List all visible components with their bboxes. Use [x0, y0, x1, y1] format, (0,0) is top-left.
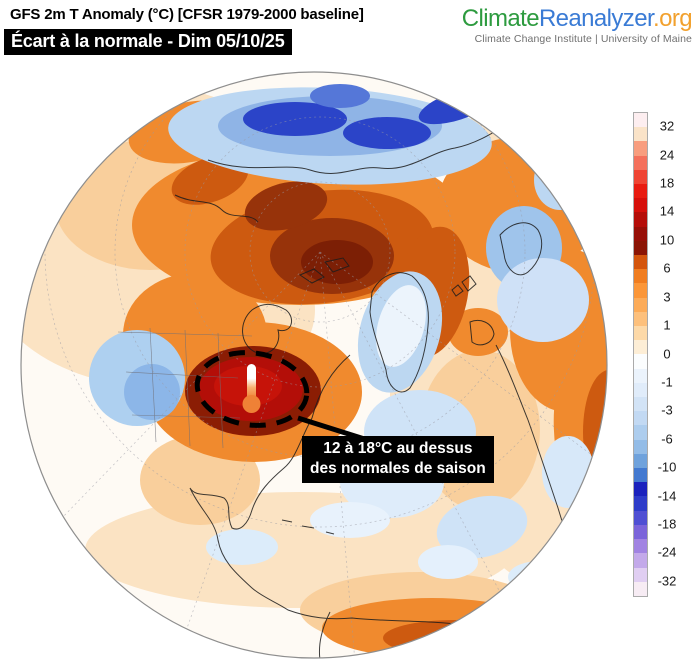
coastlines [174, 117, 577, 658]
globe-outline [20, 71, 608, 659]
colorbar-cell [634, 127, 647, 142]
colorbar-cell [634, 453, 647, 469]
colorbar-scale [633, 112, 648, 597]
colorbar-cell [634, 184, 647, 199]
colorbar-cell [634, 141, 647, 156]
logo-part-climate: Climate [461, 5, 540, 32]
colorbar-cell [634, 212, 647, 227]
colorbar-cell [634, 269, 647, 284]
hotspot-dashed-ellipse [194, 350, 310, 428]
state-borders [117, 327, 253, 449]
colorbar-cell [634, 311, 647, 327]
logo-wordmark[interactable]: ClimateReanalyzer.org [461, 5, 693, 32]
colorbar-cell [634, 255, 647, 270]
colorbar-cell [634, 567, 647, 582]
logo-part-org: .org [653, 5, 693, 32]
colorbar-tick: 18 [659, 175, 675, 191]
colorbar-tick: 14 [659, 203, 675, 219]
colorbar-cell [634, 425, 647, 440]
anomaly-callout: 12 à 18°C au dessus des normales de sais… [302, 436, 494, 484]
colorbar-cell [634, 226, 647, 241]
colorbar-cell [634, 553, 647, 568]
colorbar-cell [634, 326, 647, 341]
callout-line1: 12 à 18°C au dessus [323, 440, 473, 457]
colorbar-cell [634, 524, 647, 540]
colorbar-tick: -1 [661, 374, 673, 390]
logo-tagline: Climate Change Institute | University of… [474, 33, 692, 46]
colorbar-cell [634, 382, 647, 398]
colorbar-cell [634, 340, 647, 355]
callout-line2: des normales de saison [310, 460, 486, 478]
colorbar-tick: -32 [657, 573, 677, 589]
colorbar-cell [634, 368, 647, 383]
colorbar-tick: -3 [661, 402, 673, 418]
colorbar-cell [634, 113, 647, 128]
colorbar-tick: -14 [657, 488, 677, 504]
colorbar-cell [634, 283, 647, 298]
colorbar-cell [634, 539, 647, 554]
colorbar-tick: 24 [659, 147, 675, 163]
colorbar-cell [634, 155, 647, 170]
colorbar-tick: 3 [663, 289, 671, 305]
colorbar-cell [634, 581, 647, 596]
colorbar-tick: 6 [663, 260, 671, 276]
colorbar-tick-labels: 32 24 18 14 10 6 3 1 0 -1 -3 -6 -10 -14 -18 -24 -32 [650, 112, 684, 595]
colorbar-cell [634, 354, 647, 369]
colorbar-cell [634, 397, 647, 412]
colorbar-cell [634, 240, 647, 256]
colorbar-cell [634, 198, 647, 213]
colorbar-cell [634, 482, 647, 497]
colorbar-cell [634, 468, 647, 483]
colorbar-tick: -6 [661, 431, 673, 447]
colorbar-cell [634, 297, 647, 312]
colorbar-tick: -10 [657, 459, 677, 475]
colorbar-cell [634, 496, 647, 511]
colorbar-cell [634, 169, 647, 185]
colorbar-cell [634, 510, 647, 525]
colorbar-tick: 10 [659, 232, 675, 248]
colorbar-tick: 32 [659, 118, 675, 134]
colorbar-cell [634, 411, 647, 426]
page-subtitle: Écart à la normale - Dim 05/10/25 [4, 29, 292, 55]
colorbar-tick: -18 [657, 516, 677, 532]
colorbar-cell [634, 439, 647, 454]
anomaly-shading [21, 72, 607, 658]
thermometer-icon [242, 364, 261, 413]
colorbar-tick: 0 [663, 346, 671, 361]
page-title: GFS 2m T Anomaly (°C) [CFSR 1979-2000 ba… [10, 6, 364, 23]
logo-part-reanalyzer: Reanalyzer [538, 5, 654, 32]
climatereanalyzer-logo[interactable]: ClimateReanalyzer.org Climate Change Ins… [461, 5, 693, 46]
colorbar-tick: 1 [663, 317, 671, 333]
colorbar-tick: -24 [657, 544, 677, 560]
